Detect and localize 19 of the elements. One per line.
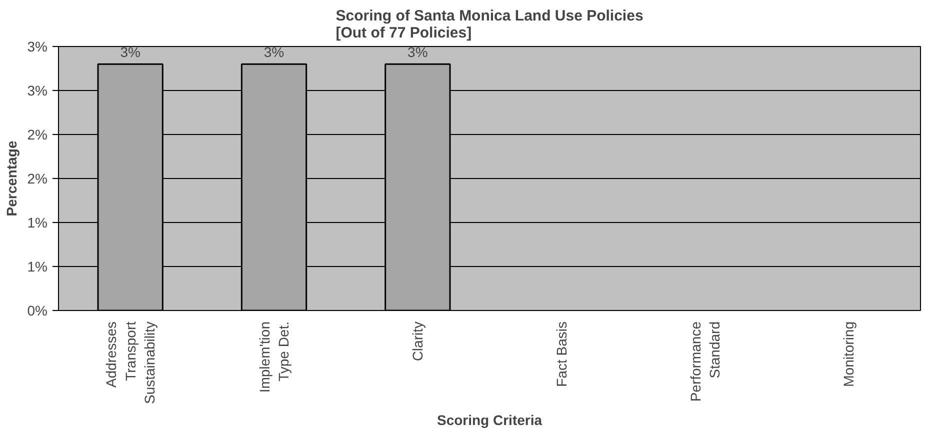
chart-title: Scoring of Santa Monica Land Use Policies [Out of 77 Policies] bbox=[336, 8, 644, 42]
x-axis-title: Scoring Criteria bbox=[436, 412, 542, 428]
y-axis-title: Percentage bbox=[3, 140, 20, 216]
data-label: 3% bbox=[264, 44, 284, 60]
y-tick-label: 2% bbox=[27, 170, 48, 186]
y-tick-label: 1% bbox=[27, 214, 48, 230]
x-tick-label: Implem'tion Type Det. bbox=[256, 321, 292, 393]
data-label: 3% bbox=[408, 44, 428, 60]
x-tick-label: Clarity bbox=[410, 321, 426, 362]
data-label: 3% bbox=[120, 44, 140, 60]
y-tick-label: 3% bbox=[27, 82, 48, 98]
y-tick-label: 2% bbox=[27, 126, 48, 142]
y-tick-label: 3% bbox=[27, 38, 48, 54]
y-tick-label: 0% bbox=[27, 302, 48, 318]
x-tick-label: Fact Basis bbox=[553, 321, 570, 387]
x-tick-label: Performance Standard bbox=[687, 321, 723, 402]
x-tick-label: Addresses Transport Sustainability bbox=[103, 321, 158, 404]
y-tick-label: 1% bbox=[27, 258, 48, 274]
x-tick-label: Monitoring bbox=[840, 321, 857, 387]
